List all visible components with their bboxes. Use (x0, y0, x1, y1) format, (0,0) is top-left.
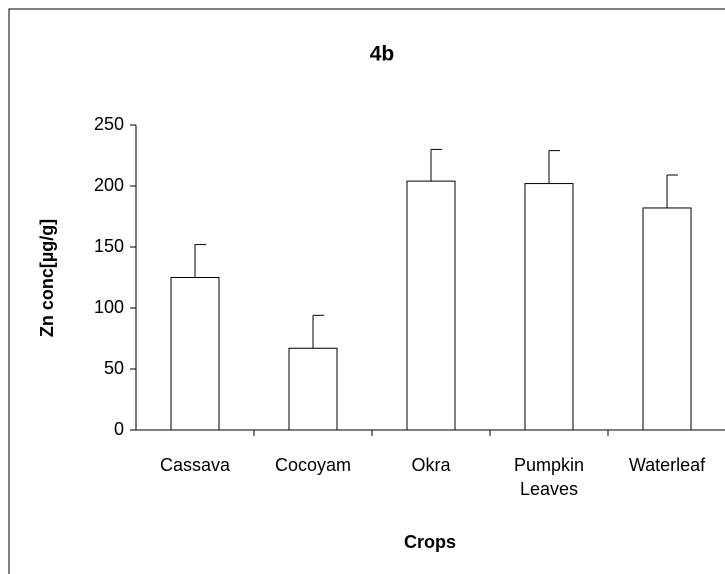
chart-title: 4b (370, 43, 395, 66)
bar (642, 207, 692, 431)
frame (8, 8, 725, 574)
x-tick-label: Cocoyam (275, 455, 351, 475)
x-tick-label: Pumpkin Leaves (514, 455, 584, 499)
y-tick-label: 200 (94, 175, 124, 195)
y-tick-label: 100 (94, 297, 124, 317)
x-axis-label: Crops (404, 532, 456, 552)
x-tick-label: Okra (411, 455, 451, 475)
y-tick-label: 0 (114, 419, 124, 439)
bar (288, 347, 338, 431)
bar (524, 183, 574, 431)
y-tick-label: 50 (104, 358, 124, 378)
bar (170, 277, 220, 431)
y-tick-label: 250 (94, 114, 124, 134)
x-tick-label: Cassava (160, 455, 231, 475)
y-tick-label: 150 (94, 236, 124, 256)
x-tick-label: Waterleaf (629, 455, 706, 475)
bar (406, 180, 456, 431)
y-axis-label: Zn conc[µg/g] (37, 219, 57, 337)
